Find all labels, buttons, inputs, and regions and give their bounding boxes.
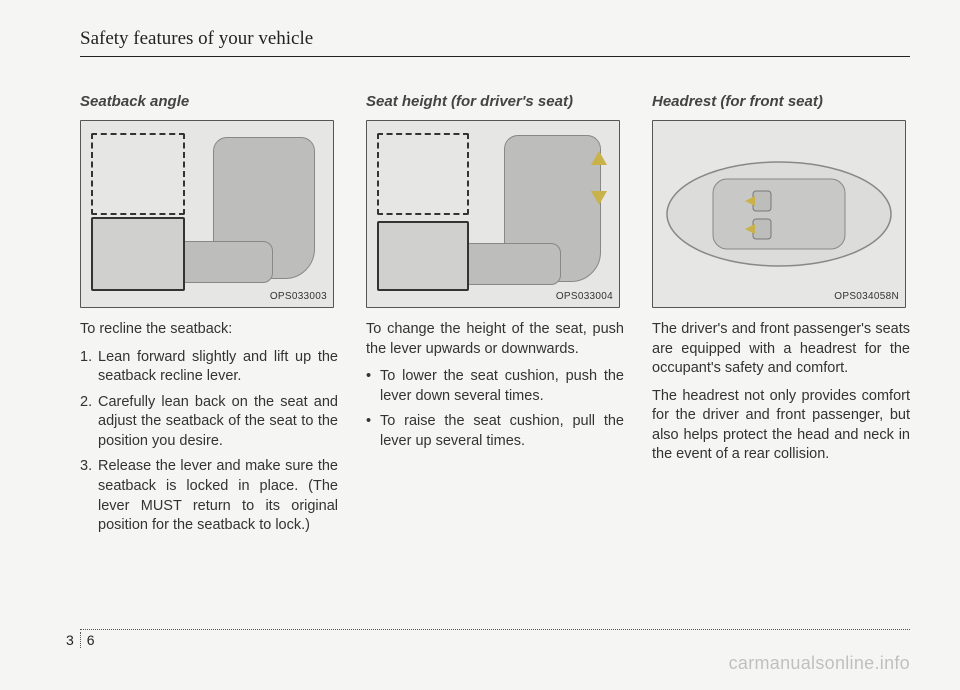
step-number: 2. — [80, 393, 98, 452]
page-number-value: 6 — [81, 632, 95, 648]
step-number: 1. — [80, 348, 98, 387]
paragraph: The driver's and front passenger's seats… — [652, 320, 910, 379]
figure-code: OPS034058N — [834, 291, 899, 302]
column-seatback-angle: Seatback angle OPS033003 To recline the … — [80, 93, 338, 542]
footer-rule — [80, 629, 910, 630]
column-headrest: Headrest (for front seat) OPS034058N The… — [652, 93, 910, 542]
bullet-text: To raise the seat cushion, pull the leve… — [380, 412, 624, 451]
step-text: Release the lever and make sure the seat… — [98, 457, 338, 535]
arrow-up-icon — [591, 151, 607, 165]
list-item: 2. Carefully lean back on the seat and a… — [80, 393, 338, 452]
step-text: Carefully lean back on the seat and adju… — [98, 393, 338, 452]
subheading: Seat height (for driver's seat) — [366, 93, 624, 110]
car-topview-icon — [653, 121, 905, 307]
intro-text: To change the height of the seat, push t… — [366, 320, 624, 359]
list-item: • To lower the seat cushion, push the le… — [366, 367, 624, 406]
inset-lever-icon — [91, 217, 185, 291]
figure-headrest: OPS034058N — [652, 120, 906, 308]
bullet-text: To lower the seat cushion, push the leve… — [380, 367, 624, 406]
ordered-steps: 1. Lean forward slightly and lift up the… — [80, 348, 338, 536]
running-head: Safety features of your vehicle — [80, 28, 910, 57]
body-text: The driver's and front passenger's seats… — [652, 320, 910, 465]
inset-height-icon — [377, 133, 469, 215]
subheading: Seatback angle — [80, 93, 338, 110]
subheading: Headrest (for front seat) — [652, 93, 910, 110]
inset-lever-icon — [377, 221, 469, 291]
list-item: 3. Release the lever and make sure the s… — [80, 457, 338, 535]
bullet-icon: • — [366, 367, 380, 406]
figure-seat-height: OPS033004 — [366, 120, 620, 308]
bullet-icon: • — [366, 412, 380, 451]
body-text: To recline the seatback: 1. Lean forward… — [80, 320, 338, 536]
step-text: Lean forward slightly and lift up the se… — [98, 348, 338, 387]
content-columns: Seatback angle OPS033003 To recline the … — [80, 93, 910, 542]
figure-code: OPS033003 — [270, 291, 327, 302]
page-number: 3 6 — [66, 632, 95, 648]
section-number: 3 — [66, 632, 81, 648]
list-item: • To raise the seat cushion, pull the le… — [366, 412, 624, 451]
figure-code: OPS033004 — [556, 291, 613, 302]
inset-recline-icon — [91, 133, 185, 215]
paragraph: The headrest not only provides comfort f… — [652, 387, 910, 465]
figure-seatback-angle: OPS033003 — [80, 120, 334, 308]
arrow-down-icon — [591, 191, 607, 205]
body-text: To change the height of the seat, push t… — [366, 320, 624, 451]
bulleted-list: • To lower the seat cushion, push the le… — [366, 367, 624, 451]
list-item: 1. Lean forward slightly and lift up the… — [80, 348, 338, 387]
manual-page: Safety features of your vehicle Seatback… — [0, 0, 960, 690]
column-seat-height: Seat height (for driver's seat) OPS03300… — [366, 93, 624, 542]
step-number: 3. — [80, 457, 98, 535]
intro-text: To recline the seatback: — [80, 320, 338, 340]
watermark: carmanualsonline.info — [729, 653, 910, 674]
